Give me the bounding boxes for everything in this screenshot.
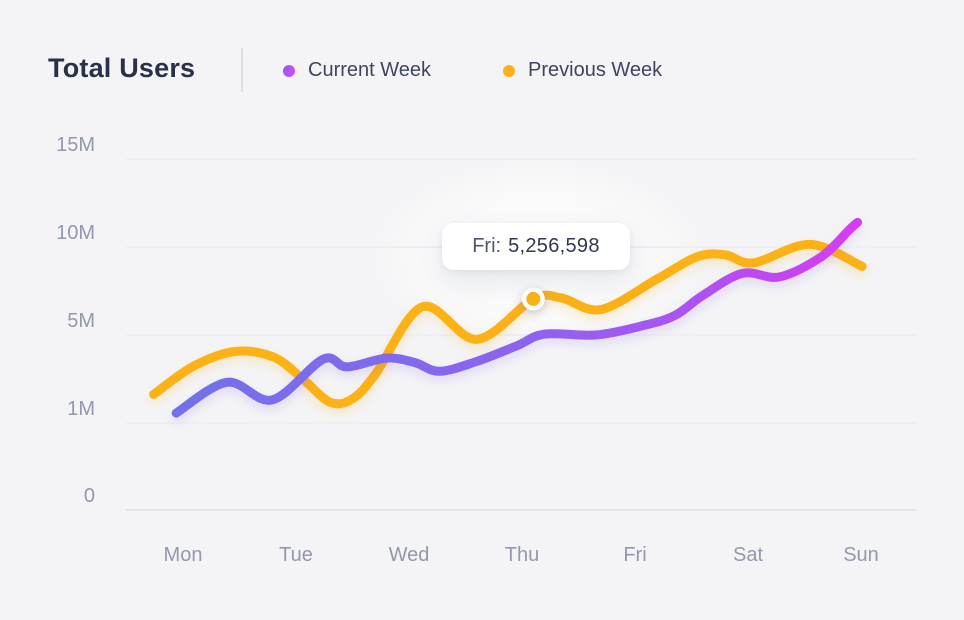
current-week-dot-icon bbox=[283, 64, 295, 77]
legend-item-previous-week[interactable]: Previous Week bbox=[503, 59, 662, 82]
legend-item-current-week[interactable]: Current Week bbox=[283, 59, 431, 82]
x-axis-label-tue: Tue bbox=[279, 544, 313, 566]
y-axis-label-1m: 1M bbox=[67, 398, 95, 420]
tooltip-value: 5,256,598 bbox=[508, 235, 600, 257]
y-axis-label-10m: 10M bbox=[56, 222, 95, 244]
y-axis-label-0: 0 bbox=[83, 485, 95, 507]
x-axis-label-mon: Mon bbox=[163, 544, 203, 566]
previous-week-line[interactable] bbox=[149, 239, 867, 409]
x-axis-label-sat: Sat bbox=[732, 544, 764, 566]
page-title: Total Users bbox=[48, 53, 196, 83]
highlight-point[interactable] bbox=[526, 291, 541, 306]
legend-label-current-week: Current Week bbox=[308, 59, 432, 81]
x-axis-label-wed: Wed bbox=[388, 544, 430, 566]
previous-week-dot-icon bbox=[503, 64, 516, 77]
x-axis-label-sun: Sun bbox=[843, 544, 879, 566]
y-axis-label-15m: 15M bbox=[56, 134, 95, 156]
legend-label-previous-week: Previous Week bbox=[528, 59, 663, 81]
x-axis-label-thu: Thu bbox=[504, 544, 540, 566]
legend: Current Week Previous Week bbox=[283, 59, 662, 82]
tooltip-day-label: Fri: bbox=[472, 235, 502, 257]
current-week-line[interactable] bbox=[171, 217, 863, 418]
tooltip: Fri: 5,256,598 bbox=[442, 223, 630, 270]
y-axis-label-5m: 5M bbox=[67, 310, 95, 332]
header-divider bbox=[241, 48, 243, 92]
x-axis-label-fri: Fri bbox=[623, 544, 647, 566]
